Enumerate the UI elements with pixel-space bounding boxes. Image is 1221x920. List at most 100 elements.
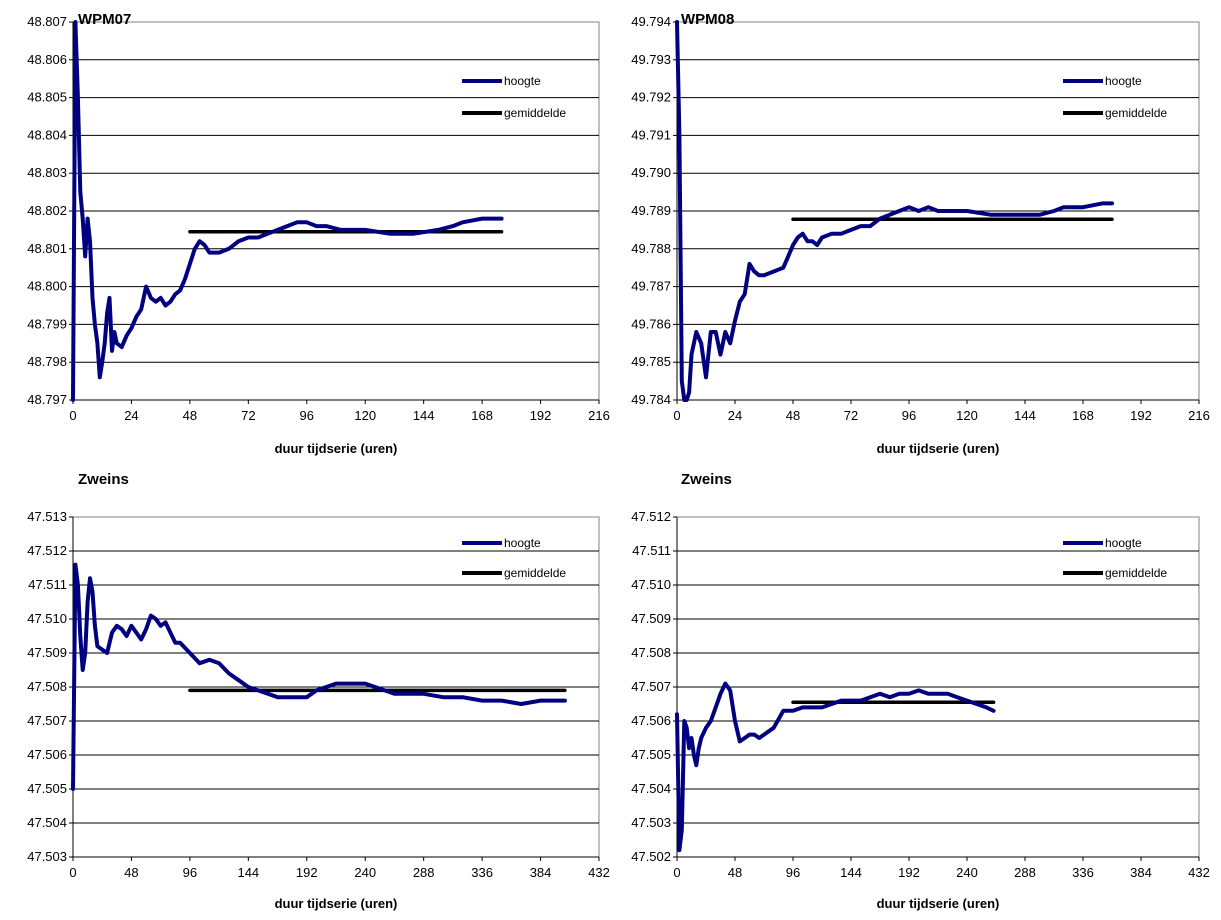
x-tick-label: 48	[728, 865, 742, 880]
x-tick-label: 240	[354, 865, 376, 880]
legend-label-gemiddelde: gemiddelde	[1105, 566, 1167, 580]
x-tick-label: 24	[728, 408, 742, 423]
y-tick-label: 47.504	[631, 781, 671, 796]
y-tick-label: 47.512	[631, 509, 671, 524]
x-tick-label: 192	[530, 408, 552, 423]
y-tick-label: 49.792	[631, 90, 671, 105]
x-tick-label: 120	[956, 408, 978, 423]
x-tick-label: 144	[1014, 408, 1036, 423]
chart-title: WPM08	[681, 11, 734, 28]
chart-1: 48.807 48.806 48.805 48.804 48.803 48.802 48.8…	[27, 11, 610, 456]
y-tick-label: 48.801	[27, 241, 67, 256]
x-tick-label: 48	[786, 408, 800, 423]
y-tick-label: 49.788	[631, 241, 671, 256]
x-tick-label: 192	[1130, 408, 1152, 423]
series-hoogte	[675, 20, 1114, 402]
x-tick-label: 240	[956, 865, 978, 880]
y-tick-label: 47.504	[27, 815, 67, 830]
legend-label-gemiddelde: gemiddelde	[504, 566, 566, 580]
x-tick-label: 432	[588, 865, 610, 880]
y-tick-label: 47.513	[27, 509, 67, 524]
chart-4: 47.512 47.511 47.510 47.509 47.508 47.507 47.5…	[631, 471, 1210, 911]
x-tick-label: 24	[124, 408, 138, 423]
y-tick-label: 49.784	[631, 392, 671, 407]
y-tick-label: 49.790	[631, 165, 671, 180]
x-tick-label: 96	[786, 865, 800, 880]
x-tick-label: 384	[530, 865, 552, 880]
chart-title: Zweins	[78, 471, 129, 488]
series-hoogte	[71, 20, 504, 402]
y-tick-label: 48.798	[27, 354, 67, 369]
y-tick-label: 49.786	[631, 316, 671, 331]
x-axis-label: duur tijdserie (uren)	[877, 441, 1000, 456]
y-tick-label: 47.505	[631, 747, 671, 762]
y-tick-label: 47.506	[631, 713, 671, 728]
y-tick-label: 49.791	[631, 127, 671, 142]
y-tick-label: 47.503	[27, 849, 67, 864]
x-tick-label: 0	[69, 865, 76, 880]
x-tick-label: 168	[1072, 408, 1094, 423]
x-tick-label: 96	[300, 408, 314, 423]
x-tick-label: 0	[69, 408, 76, 423]
y-tick-label: 47.512	[27, 543, 67, 558]
y-tick-label: 49.793	[631, 52, 671, 67]
y-tick-label: 47.510	[631, 577, 671, 592]
x-tick-label: 192	[898, 865, 920, 880]
legend-label-hoogte: hoogte	[1105, 74, 1142, 88]
x-tick-label: 0	[673, 865, 680, 880]
y-tick-label: 49.794	[631, 14, 671, 29]
x-tick-label: 144	[237, 865, 259, 880]
x-tick-label: 384	[1130, 865, 1152, 880]
x-axis-label: duur tijdserie (uren)	[275, 896, 398, 911]
x-tick-label: 48	[183, 408, 197, 423]
y-tick-label: 47.507	[631, 679, 671, 694]
chart-title: Zweins	[681, 471, 732, 488]
y-tick-label: 48.805	[27, 90, 67, 105]
y-tick-label: 48.797	[27, 392, 67, 407]
legend-label-gemiddelde: gemiddelde	[1105, 106, 1167, 120]
series-hoogte	[675, 681, 996, 853]
x-axis-label: duur tijdserie (uren)	[877, 896, 1000, 911]
chart-2: 49.794 49.793 49.792 49.791 49.790 49.789 49.7…	[631, 11, 1210, 456]
x-tick-label: 72	[844, 408, 858, 423]
y-tick-label: 47.511	[28, 577, 67, 592]
chart-title: WPM07	[78, 11, 131, 28]
y-tick-label: 49.789	[631, 203, 671, 218]
x-tick-label: 336	[471, 865, 493, 880]
y-tick-label: 49.787	[631, 279, 671, 294]
x-tick-label: 144	[413, 408, 435, 423]
y-tick-label: 47.502	[631, 849, 671, 864]
x-axis-label: duur tijdserie (uren)	[275, 441, 398, 456]
x-tick-label: 168	[471, 408, 493, 423]
x-tick-label: 144	[840, 865, 862, 880]
y-tick-label: 47.508	[631, 645, 671, 660]
legend-label-hoogte: hoogte	[504, 74, 541, 88]
legend-label-hoogte: hoogte	[1105, 536, 1142, 550]
y-tick-label: 47.510	[27, 611, 67, 626]
y-tick-label: 47.509	[27, 645, 67, 660]
x-tick-label: 72	[241, 408, 255, 423]
legend-label-hoogte: hoogte	[504, 536, 541, 550]
x-tick-label: 48	[124, 865, 138, 880]
legend-label-gemiddelde: gemiddelde	[504, 106, 566, 120]
y-tick-label: 47.507	[27, 713, 67, 728]
x-tick-label: 192	[296, 865, 318, 880]
y-tick-label: 48.806	[27, 52, 67, 67]
x-tick-label: 432	[1188, 865, 1210, 880]
chart-3: 47.513 47.512 47.511 47.510 47.509 47.508 47.5…	[27, 471, 610, 911]
x-tick-label: 216	[1188, 408, 1210, 423]
x-tick-label: 96	[902, 408, 916, 423]
y-tick-label: 48.799	[27, 316, 67, 331]
y-tick-label: 48.800	[27, 279, 67, 294]
y-tick-label: 47.505	[27, 781, 67, 796]
x-tick-label: 216	[588, 408, 610, 423]
x-tick-label: 336	[1072, 865, 1094, 880]
y-tick-label: 48.802	[27, 203, 67, 218]
y-tick-label: 47.503	[631, 815, 671, 830]
x-tick-label: 96	[183, 865, 197, 880]
y-tick-label: 47.506	[27, 747, 67, 762]
y-tick-label: 48.807	[27, 14, 67, 29]
y-tick-label: 47.509	[631, 611, 671, 626]
x-tick-label: 288	[1014, 865, 1036, 880]
